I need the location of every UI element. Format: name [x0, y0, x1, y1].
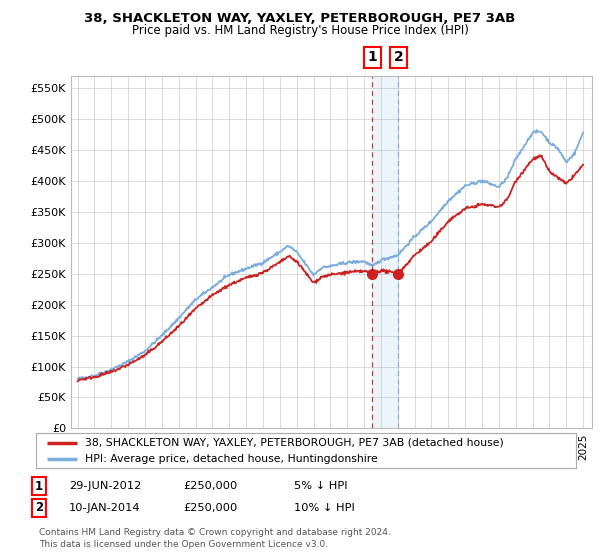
Text: Contains HM Land Registry data © Crown copyright and database right 2024.
This d: Contains HM Land Registry data © Crown c… — [39, 528, 391, 549]
Text: 1: 1 — [368, 50, 377, 64]
Text: 29-JUN-2012: 29-JUN-2012 — [69, 481, 141, 491]
Text: 38, SHACKLETON WAY, YAXLEY, PETERBOROUGH, PE7 3AB: 38, SHACKLETON WAY, YAXLEY, PETERBOROUGH… — [85, 12, 515, 25]
Text: 5% ↓ HPI: 5% ↓ HPI — [294, 481, 347, 491]
Text: 10% ↓ HPI: 10% ↓ HPI — [294, 503, 355, 513]
Text: 38, SHACKLETON WAY, YAXLEY, PETERBOROUGH, PE7 3AB (detached house): 38, SHACKLETON WAY, YAXLEY, PETERBOROUGH… — [85, 437, 503, 447]
Text: HPI: Average price, detached house, Huntingdonshire: HPI: Average price, detached house, Hunt… — [85, 454, 377, 464]
Text: 10-JAN-2014: 10-JAN-2014 — [69, 503, 140, 513]
Text: 2: 2 — [394, 50, 403, 64]
Text: £250,000: £250,000 — [183, 481, 237, 491]
Text: Price paid vs. HM Land Registry's House Price Index (HPI): Price paid vs. HM Land Registry's House … — [131, 24, 469, 37]
Text: £250,000: £250,000 — [183, 503, 237, 513]
Bar — [373, 76, 398, 428]
Text: 1: 1 — [35, 479, 43, 493]
Text: 2: 2 — [35, 501, 43, 515]
